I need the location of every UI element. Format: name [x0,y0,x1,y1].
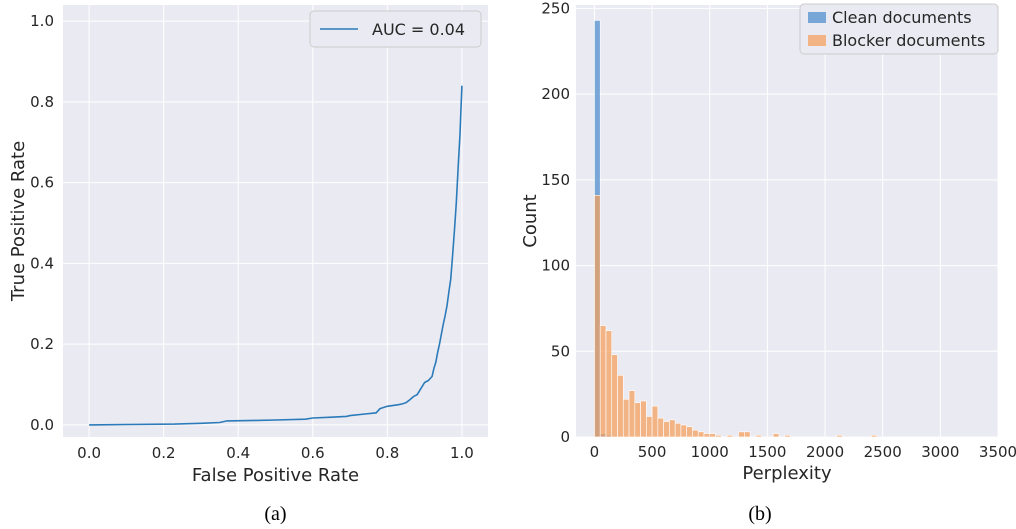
roc-panel: 0.0 0.2 0.4 0.6 0.8 1.0 0.0 0.2 0.4 0.6 0.8 1.0 Fa… [8,5,488,525]
histogram-x-ticks: 0 500 1000 1500 2000 2500 3000 3500 [590,443,1016,461]
legend-label-clean: Clean documents [832,8,972,27]
roc-x-tick-label: 0.8 [375,444,399,462]
roc-x-tick-label: 0.2 [152,444,176,462]
histogram-y-tick-label: 0 [560,428,570,446]
roc-x-axis-label: False Positive Rate [192,465,359,486]
roc-y-tick-label: 0.8 [30,93,54,111]
histogram-bar-blocker [599,325,607,438]
roc-x-tick-label: 1.0 [450,444,474,462]
roc-legend-label: AUC = 0.04 [372,20,465,39]
roc-y-ticks: 0.0 0.2 0.4 0.6 0.8 1.0 [30,12,54,434]
histogram-bar-blocker [594,194,601,438]
histogram-bar-blocker [674,422,682,438]
histogram-y-tick-label: 200 [541,85,570,103]
roc-y-tick-label: 0.2 [30,335,54,353]
histogram-bar-blocker [628,390,636,438]
legend-label-blocker: Blocker documents [832,31,985,50]
roc-x-tick-label: 0.0 [77,444,101,462]
histogram-x-tick-label: 1500 [748,443,786,461]
histogram-legend: Clean documents Blocker documents [799,3,999,55]
histogram-bar-blocker [755,434,762,438]
roc-y-axis-label: True Positive Rate [8,141,29,302]
histogram-x-tick-label: 1000 [691,443,729,461]
histogram-bar-blocker [738,431,745,438]
histogram-bar-blocker [657,417,664,438]
histogram-y-tick-label: 150 [541,171,570,189]
roc-x-tick-label: 0.6 [301,444,325,462]
histogram-x-tick-label: 500 [638,443,667,461]
legend-swatch-blocker [808,35,826,46]
histogram-y-tick-label: 250 [541,0,570,17]
histogram-y-tick-label: 50 [551,342,570,360]
histogram-x-tick-label: 0 [590,443,600,461]
histogram-bar-blocker [784,434,791,438]
histogram-bar-blocker [703,433,711,438]
histogram-bar-blocker [617,374,624,438]
roc-curve-line [89,85,463,426]
histogram-plot-area [576,5,998,437]
histogram-bar-blocker [663,421,670,438]
roc-x-ticks: 0.0 0.2 0.4 0.6 0.8 1.0 [77,444,474,462]
histogram-panel: 0 500 1000 1500 2000 2500 3000 3500 0 50 100 150 20… [520,0,1016,525]
histogram-bar-blocker [772,433,780,438]
histogram-x-tick-label: 3000 [921,443,959,461]
histogram-bar-blocker [726,434,734,438]
histogram-y-axis-label: Count [520,194,541,247]
histogram-x-axis-label: Perplexity [742,463,832,484]
roc-y-tick-label: 0.4 [30,254,54,272]
histogram-bars [594,20,878,438]
histogram-bar-blocker [651,405,659,438]
histogram-bar-blocker [686,426,693,438]
histogram-bar-blocker [836,434,843,438]
histogram-bar-blocker [709,433,716,438]
histogram-bar-blocker [715,434,722,438]
histogram-x-tick-label: 3500 [979,443,1016,461]
histogram-bar-blocker [646,416,653,438]
roc-plot-area [63,5,488,437]
histogram-bar-blocker [634,402,641,438]
roc-legend: AUC = 0.04 [309,10,482,48]
roc-series [89,85,463,426]
histogram-bar-blocker [640,400,647,438]
legend-swatch-clean [808,12,826,23]
histogram-bar-blocker [697,431,705,438]
histogram-x-tick-label: 2500 [864,443,902,461]
histogram-y-tick-label: 100 [541,257,570,275]
histogram-bar-blocker [605,330,613,438]
roc-grid [63,5,488,437]
histogram-y-ticks: 0 50 100 150 200 250 [541,0,570,446]
histogram-bar-blocker [744,431,751,438]
histogram-bar-blocker [622,398,630,438]
histogram-x-tick-label: 2000 [806,443,844,461]
roc-y-tick-label: 0.0 [30,416,54,434]
roc-x-tick-label: 0.4 [226,444,250,462]
roc-y-tick-label: 1.0 [30,12,54,30]
roc-y-tick-label: 0.6 [30,174,54,192]
histogram-bar-blocker [611,354,618,438]
histogram-bar-blocker [680,424,687,438]
caption-a: (a) [264,503,286,525]
roc-legend-box [309,10,482,48]
histogram-legend-box [799,3,999,55]
caption-b: (b) [748,503,771,525]
histogram-bar-blocker [870,434,878,438]
histogram-bar-blocker [669,419,676,438]
histogram-bar-blocker [692,429,699,438]
